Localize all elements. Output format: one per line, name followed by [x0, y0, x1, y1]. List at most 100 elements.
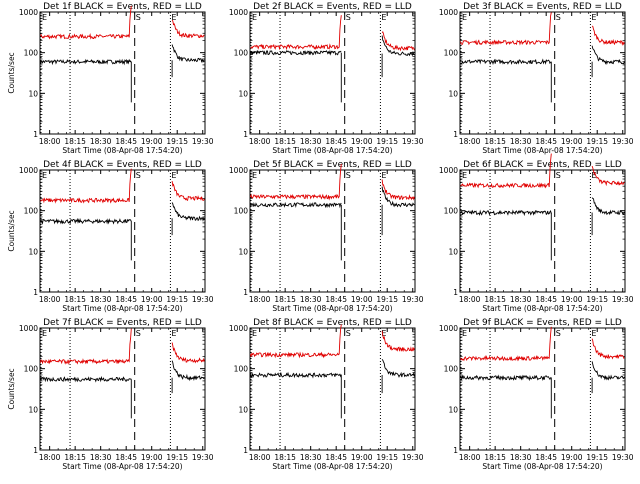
plot-frame [459, 327, 626, 451]
x-tick-label: 18:30 [300, 295, 322, 304]
y-tick-label: 1000 [229, 166, 248, 175]
x-tick-label: 18:30 [90, 295, 112, 304]
x-tick-label: 18:00 [459, 453, 481, 462]
marker-label: E [171, 13, 176, 22]
x-tick-label: 19:30 [402, 137, 424, 146]
x-tick-label: 18:15 [274, 453, 296, 462]
x-tick-label: 19:15 [376, 295, 398, 304]
x-tick-label: 19:15 [166, 295, 188, 304]
events-series-line [171, 360, 205, 382]
det-plot-6: Det 6f BLACK = Events, RED = LLD 1 10 100 10… [439, 153, 634, 313]
x-tick-label: 18:45 [535, 295, 557, 304]
x-tick-label: 18:45 [115, 453, 137, 462]
marker-label: S [136, 13, 141, 22]
plot-title: Det 4f BLACK = Events, RED = LLD [43, 160, 202, 170]
x-tick-label: 18:30 [300, 453, 322, 462]
det-plot-5: Det 5f BLACK = Events, RED = LLD 1 10 100 10… [229, 160, 424, 313]
marker-label: E [42, 13, 47, 22]
plot-frame [249, 11, 416, 135]
y-tick-label: 100 [234, 49, 249, 58]
x-tick-label: 19:15 [376, 453, 398, 462]
y-tick-label: 100 [24, 49, 39, 58]
x-tick-label: 18:45 [115, 137, 137, 146]
x-axis-label: Start Time (08-Apr-08 17:54:20) [482, 304, 602, 313]
x-tick-label: 18:15 [274, 295, 296, 304]
y-tick-label: 10 [448, 405, 458, 414]
marker-label: E [171, 329, 176, 338]
x-tick-label: 18:45 [115, 295, 137, 304]
x-tick-label: 18:00 [459, 295, 481, 304]
plot-title: Det 9f BLACK = Events, RED = LLD [463, 318, 622, 328]
y-tick-label: 10 [448, 89, 458, 98]
y-tick-label: 10 [28, 89, 38, 98]
x-axis-label: Start Time (08-Apr-08 17:54:20) [272, 462, 392, 471]
x-axis-label: Start Time (08-Apr-08 17:54:20) [62, 304, 182, 313]
events-series-line [39, 58, 132, 66]
plot-frame [249, 169, 416, 293]
y-tick-label: 10 [28, 405, 38, 414]
y-tick-label: 10 [238, 405, 248, 414]
events-series-line [171, 44, 205, 64]
x-tick-label: 18:45 [535, 453, 557, 462]
det-plot-2: Det 2f BLACK = Events, RED = LLD 1 10 100 10… [229, 2, 424, 155]
x-tick-label: 18:15 [484, 137, 506, 146]
lld-series-line [591, 165, 625, 187]
x-axis-label: Start Time (08-Apr-08 17:54:20) [62, 146, 182, 155]
y-tick-label: 1 [243, 446, 248, 455]
det-plot-1: Det 1f BLACK = Events, RED = LLD 1 10 100 10… [7, 2, 214, 155]
x-tick-label: 18:00 [249, 295, 271, 304]
x-tick-label: 18:30 [510, 453, 532, 462]
events-series-line [381, 186, 415, 208]
x-tick-label: 18:00 [249, 453, 271, 462]
x-tick-label: 19:00 [351, 295, 373, 304]
plot-frame [39, 169, 206, 293]
marker-label: E [381, 171, 386, 180]
lld-series-line [40, 5, 132, 40]
x-tick-label: 19:15 [166, 453, 188, 462]
x-tick-label: 18:45 [325, 453, 347, 462]
y-tick-label: 1 [33, 446, 38, 455]
y-tick-label: 10 [448, 247, 458, 256]
x-tick-label: 19:30 [192, 137, 214, 146]
events-series-line [39, 217, 132, 225]
x-axis-label: Start Time (08-Apr-08 17:54:20) [272, 304, 392, 313]
plot-title: Det 6f BLACK = Events, RED = LLD [463, 160, 622, 170]
y-tick-label: 1000 [19, 166, 38, 175]
marker-label: S [346, 329, 351, 338]
det-plot-4: Det 4f BLACK = Events, RED = LLD 1 10 100 10… [7, 160, 214, 313]
x-tick-label: 19:15 [586, 137, 608, 146]
x-tick-label: 18:45 [325, 295, 347, 304]
marker-label: E [42, 171, 47, 180]
y-tick-label: 1000 [439, 324, 458, 333]
x-tick-label: 19:00 [561, 453, 583, 462]
lld-series-line [591, 25, 625, 46]
x-tick-label: 19:00 [351, 137, 373, 146]
x-tick-label: 19:00 [141, 295, 163, 304]
x-tick-label: 19:30 [192, 295, 214, 304]
x-tick-label: 18:30 [510, 137, 532, 146]
y-tick-label: 1 [453, 446, 458, 455]
plot-frame [459, 169, 626, 293]
marker-label: E [591, 329, 596, 338]
marker-label: S [556, 13, 561, 22]
y-tick-label: 100 [24, 365, 39, 374]
events-series-line [459, 209, 552, 217]
y-tick-label: 1000 [439, 8, 458, 17]
x-tick-label: 18:30 [510, 295, 532, 304]
x-tick-label: 19:15 [586, 295, 608, 304]
marker-label: S [346, 13, 351, 22]
x-tick-label: 18:00 [39, 137, 61, 146]
x-axis-label: Start Time (08-Apr-08 17:54:20) [482, 462, 602, 471]
marker-label: E [591, 171, 596, 180]
events-series-line [591, 197, 625, 216]
y-axis-label: Counts/sec [7, 210, 16, 251]
lld-series-line [381, 330, 415, 353]
events-series-line [249, 201, 342, 209]
plot-frame [39, 327, 206, 451]
x-tick-label: 18:45 [535, 137, 557, 146]
x-tick-label: 18:15 [274, 137, 296, 146]
marker-label: E [462, 13, 467, 22]
marker-label: E [252, 329, 257, 338]
